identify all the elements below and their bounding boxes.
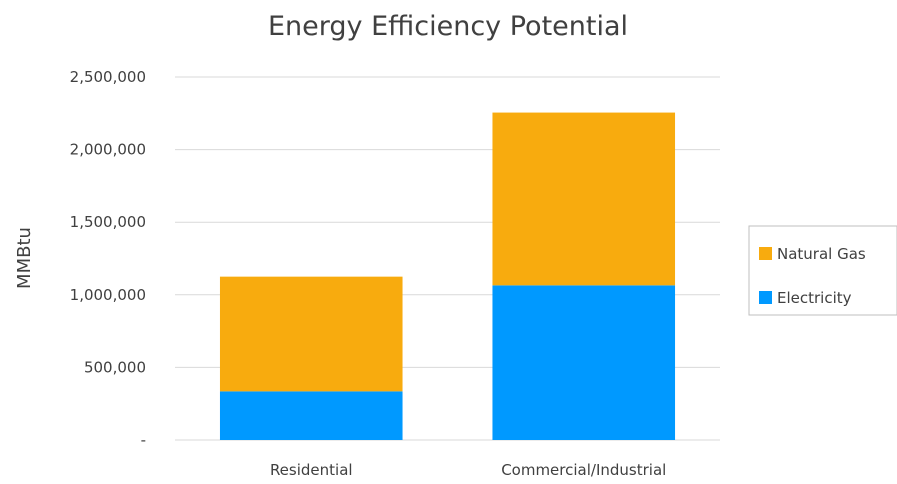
x-axis-categories: Residential Commercial/Industrial: [270, 461, 666, 479]
bars: [220, 113, 675, 440]
bar-electricity-1: [492, 285, 675, 440]
y-axis-label: MMBtu: [14, 227, 35, 289]
x-category-label: Residential: [270, 461, 353, 479]
x-category-label: Commercial/Industrial: [501, 461, 666, 479]
legend-label: Electricity: [777, 289, 852, 307]
y-tick-label: 2,500,000: [70, 68, 146, 86]
chart-title: Energy Efficiency Potential: [268, 11, 628, 42]
y-tick-label: 2,000,000: [70, 141, 146, 159]
bar-natural-gas-1: [492, 113, 675, 286]
bar-natural-gas-0: [220, 277, 403, 392]
y-tick-label: 1,000,000: [70, 286, 146, 304]
legend-swatch: [759, 291, 772, 304]
legend-label: Natural Gas: [777, 245, 866, 263]
y-tick-label: 500,000: [84, 358, 146, 376]
legend-swatch: [759, 247, 772, 260]
bar-electricity-0: [220, 391, 403, 440]
y-tick-label: 1,500,000: [70, 213, 146, 231]
y-axis-ticks: - 500,000 1,000,000 1,500,000 2,000,000 2,500…: [70, 68, 146, 449]
y-tick-label: -: [141, 431, 146, 449]
legend: Natural Gas Electricity: [749, 226, 897, 315]
